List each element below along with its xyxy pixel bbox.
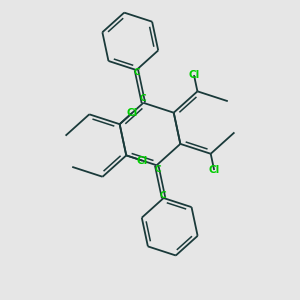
- Text: C: C: [134, 68, 140, 77]
- Text: Cl: Cl: [208, 165, 220, 175]
- Text: C: C: [139, 94, 146, 103]
- Text: C: C: [160, 191, 166, 200]
- Text: Cl: Cl: [136, 155, 148, 166]
- Text: C: C: [154, 165, 161, 174]
- Text: Cl: Cl: [126, 108, 138, 118]
- Text: Cl: Cl: [188, 70, 200, 80]
